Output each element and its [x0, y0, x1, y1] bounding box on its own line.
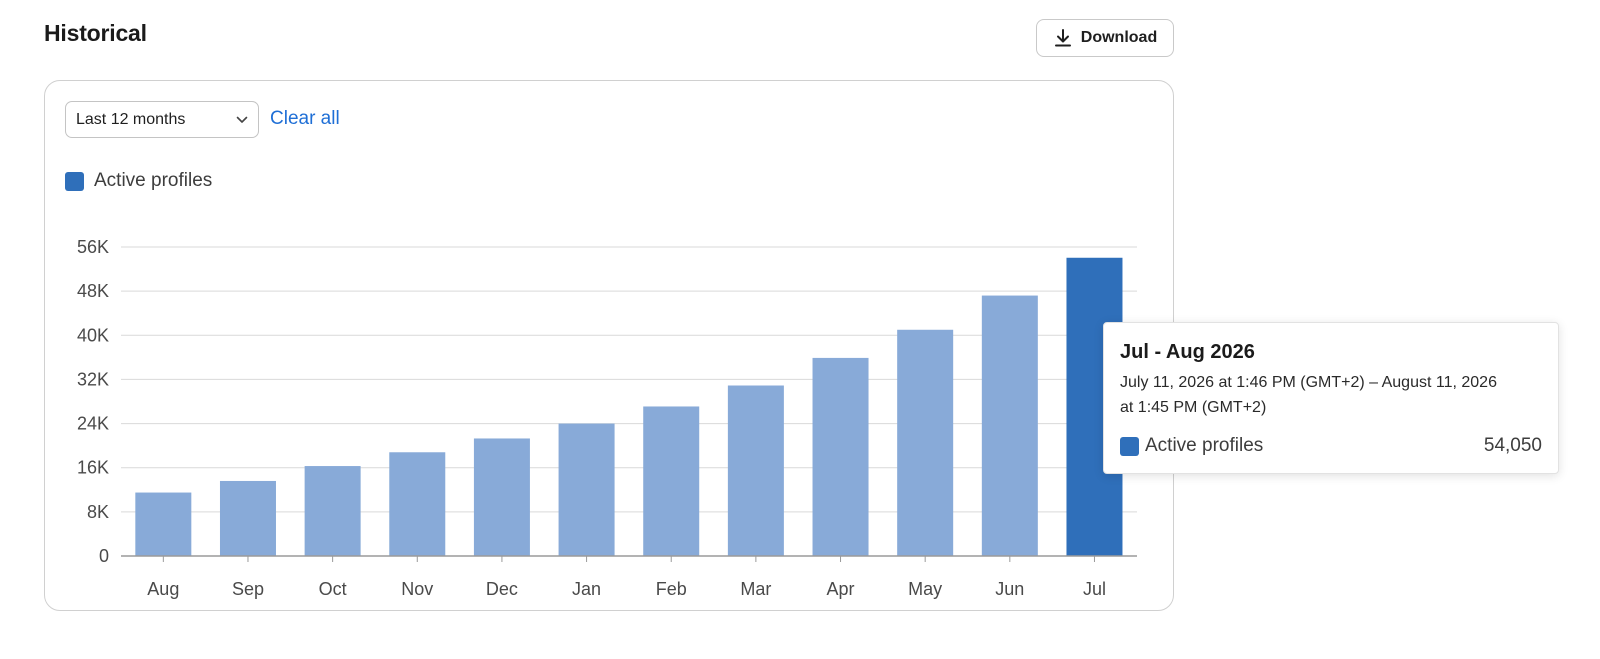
date-range-select[interactable]: Last 12 months	[65, 101, 259, 138]
date-range-value: Last 12 months	[76, 110, 186, 128]
bar-dec[interactable]	[473, 438, 530, 556]
x-tick-label: Jul	[1083, 579, 1106, 599]
x-tick-label: Dec	[486, 579, 518, 599]
y-tick-label: 32K	[77, 369, 109, 389]
bar-jun[interactable]	[981, 295, 1038, 556]
bar-may[interactable]	[897, 329, 954, 556]
tooltip-series-row: Active profiles 54,050	[1120, 435, 1542, 457]
y-tick-label: 40K	[77, 325, 109, 345]
x-tick-label: Apr	[827, 579, 855, 599]
y-tick-label: 56K	[77, 237, 109, 257]
tooltip-range-line2: at 1:45 PM (GMT+2)	[1120, 399, 1267, 416]
page-title: Historical	[44, 20, 147, 46]
bar-feb[interactable]	[643, 406, 700, 556]
x-tick-label: Aug	[147, 579, 179, 599]
tooltip-series-name: Active profiles	[1145, 435, 1264, 456]
clear-all-link[interactable]: Clear all	[270, 108, 340, 129]
tooltip-range-line1: July 11, 2026 at 1:46 PM (GMT+2) – Augus…	[1120, 374, 1497, 391]
y-tick-label: 0	[99, 546, 109, 566]
chart-card: Last 12 months Clear all Active profiles…	[44, 80, 1174, 611]
tooltip-swatch	[1120, 436, 1139, 456]
chart-legend[interactable]: Active profiles	[65, 170, 212, 192]
y-tick-label: 48K	[77, 281, 109, 301]
legend-swatch	[65, 171, 84, 191]
bar-nov[interactable]	[389, 452, 446, 556]
download-icon	[1054, 29, 1071, 47]
x-tick-label: Jun	[995, 579, 1024, 599]
x-tick-label: Sep	[232, 579, 264, 599]
x-tick-label: Mar	[740, 579, 771, 599]
bar-sep[interactable]	[219, 480, 276, 556]
chevron-down-icon	[236, 116, 248, 123]
bar-mar[interactable]	[727, 385, 784, 556]
download-button[interactable]: Download	[1036, 19, 1174, 57]
y-tick-label: 24K	[77, 414, 109, 434]
x-tick-label: May	[908, 579, 942, 599]
bar-aug[interactable]	[135, 492, 192, 556]
x-tick-label: Jan	[572, 579, 601, 599]
bar-apr[interactable]	[812, 357, 869, 556]
y-tick-label: 8K	[87, 502, 109, 522]
legend-label: Active profiles	[94, 170, 213, 191]
bar-chart: 0 8K 16K 24K 32K 40K 48K 56K Aug Sep Oct Nov Dec Jan F…	[77, 237, 1137, 599]
tooltip-title: Jul - Aug 2026	[1120, 341, 1255, 363]
x-tick-label: Oct	[319, 579, 347, 599]
x-tick-label: Nov	[401, 579, 433, 599]
x-tick-label: Feb	[656, 579, 687, 599]
download-label: Download	[1080, 29, 1158, 46]
y-tick-label: 16K	[77, 458, 109, 478]
chart-tooltip: Jul - Aug 2026 July 11, 2026 at 1:46 PM …	[1103, 322, 1559, 474]
bar-oct[interactable]	[304, 466, 361, 556]
bar-jan[interactable]	[558, 423, 615, 556]
tooltip-value: 54,050	[1483, 435, 1542, 456]
